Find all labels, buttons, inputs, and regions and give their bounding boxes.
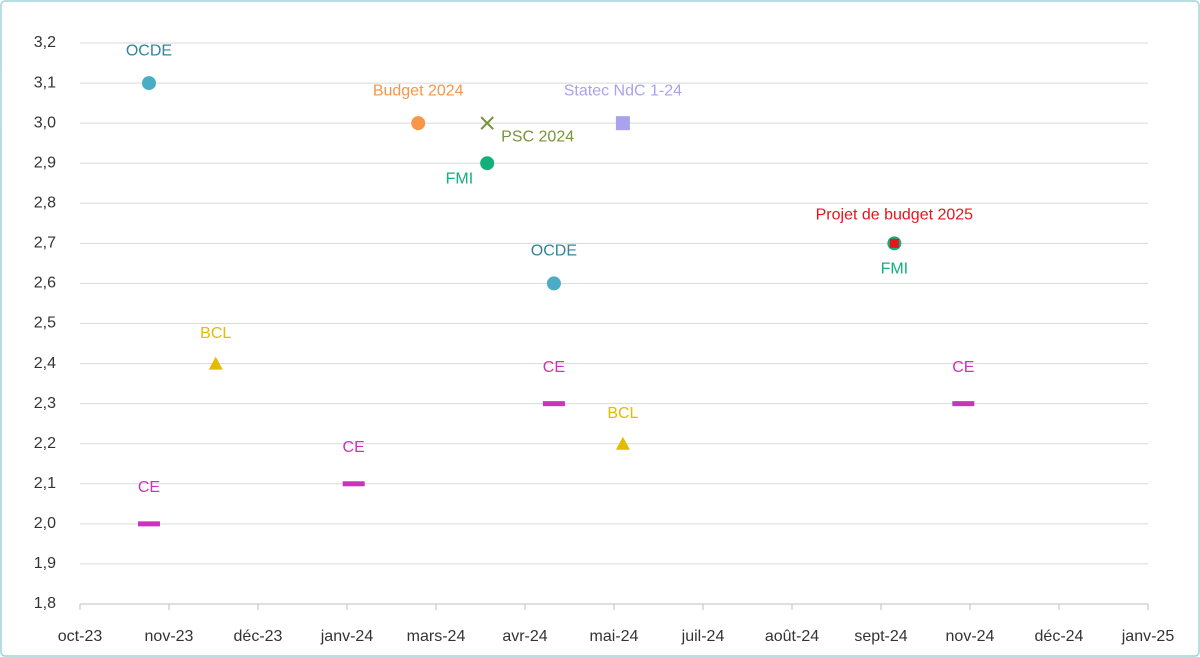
y-tick-label: 2,8 (34, 195, 56, 212)
y-tick-label: 2,2 (34, 435, 56, 452)
point (411, 116, 426, 131)
x-tick-label: nov-23 (145, 628, 194, 645)
point (542, 401, 565, 407)
point (546, 276, 561, 291)
x-tick-label: déc-24 (1035, 628, 1084, 645)
y-tick-label: 3,1 (34, 74, 56, 91)
point (615, 116, 630, 131)
y-tick-label: 2,6 (34, 275, 56, 292)
point-label: BCL (607, 405, 638, 422)
point-label: OCDE (126, 42, 172, 59)
point-label: CE (343, 439, 365, 456)
y-tick-label: 3,2 (34, 34, 56, 51)
x-tick-label: juil-24 (681, 628, 725, 645)
point-label: Projet de budget 2025 (816, 207, 974, 224)
x-tick-label: nov-24 (946, 628, 995, 645)
y-tick-label: 2,9 (34, 154, 56, 171)
point (889, 238, 899, 248)
point (342, 481, 365, 487)
point (615, 436, 630, 450)
point-label: FMI (446, 170, 474, 187)
point-label: CE (138, 479, 160, 496)
x-tick-label: mai-24 (590, 628, 639, 645)
y-tick-label: 2,3 (34, 395, 56, 412)
point (141, 76, 156, 91)
y-tick-label: 2,5 (34, 315, 56, 332)
point-label: PSC 2024 (501, 128, 574, 145)
y-tick-label: 2,1 (34, 475, 56, 492)
x-tick-label: déc-23 (234, 628, 283, 645)
point (137, 521, 160, 527)
point-label: BCL (200, 325, 231, 342)
point (480, 156, 495, 171)
y-tick-label: 1,9 (34, 555, 56, 572)
point-label: OCDE (531, 243, 577, 260)
y-tick-label: 2,0 (34, 515, 56, 532)
point-label: CE (952, 359, 974, 376)
y-tick-label: 2,4 (34, 355, 56, 372)
x-tick-label: avr-24 (502, 628, 547, 645)
point-label: FMI (881, 261, 909, 278)
point-label: Statec NdC 1-24 (564, 82, 682, 99)
x-tick-label: janv-25 (1121, 628, 1175, 645)
point-label: Budget 2024 (373, 82, 464, 99)
y-tick-label: 3,0 (34, 114, 56, 131)
point-label: CE (543, 359, 565, 376)
point (208, 356, 223, 370)
x-tick-label: janv-24 (320, 628, 374, 645)
x-tick-label: oct-23 (58, 628, 103, 645)
x-tick-label: mars-24 (407, 628, 466, 645)
y-tick-label: 2,7 (34, 235, 56, 252)
point (952, 401, 975, 407)
point (480, 116, 494, 130)
x-tick-label: sept-24 (854, 628, 907, 645)
x-tick-label: août-24 (765, 628, 819, 645)
y-tick-label: 1,8 (34, 595, 56, 612)
